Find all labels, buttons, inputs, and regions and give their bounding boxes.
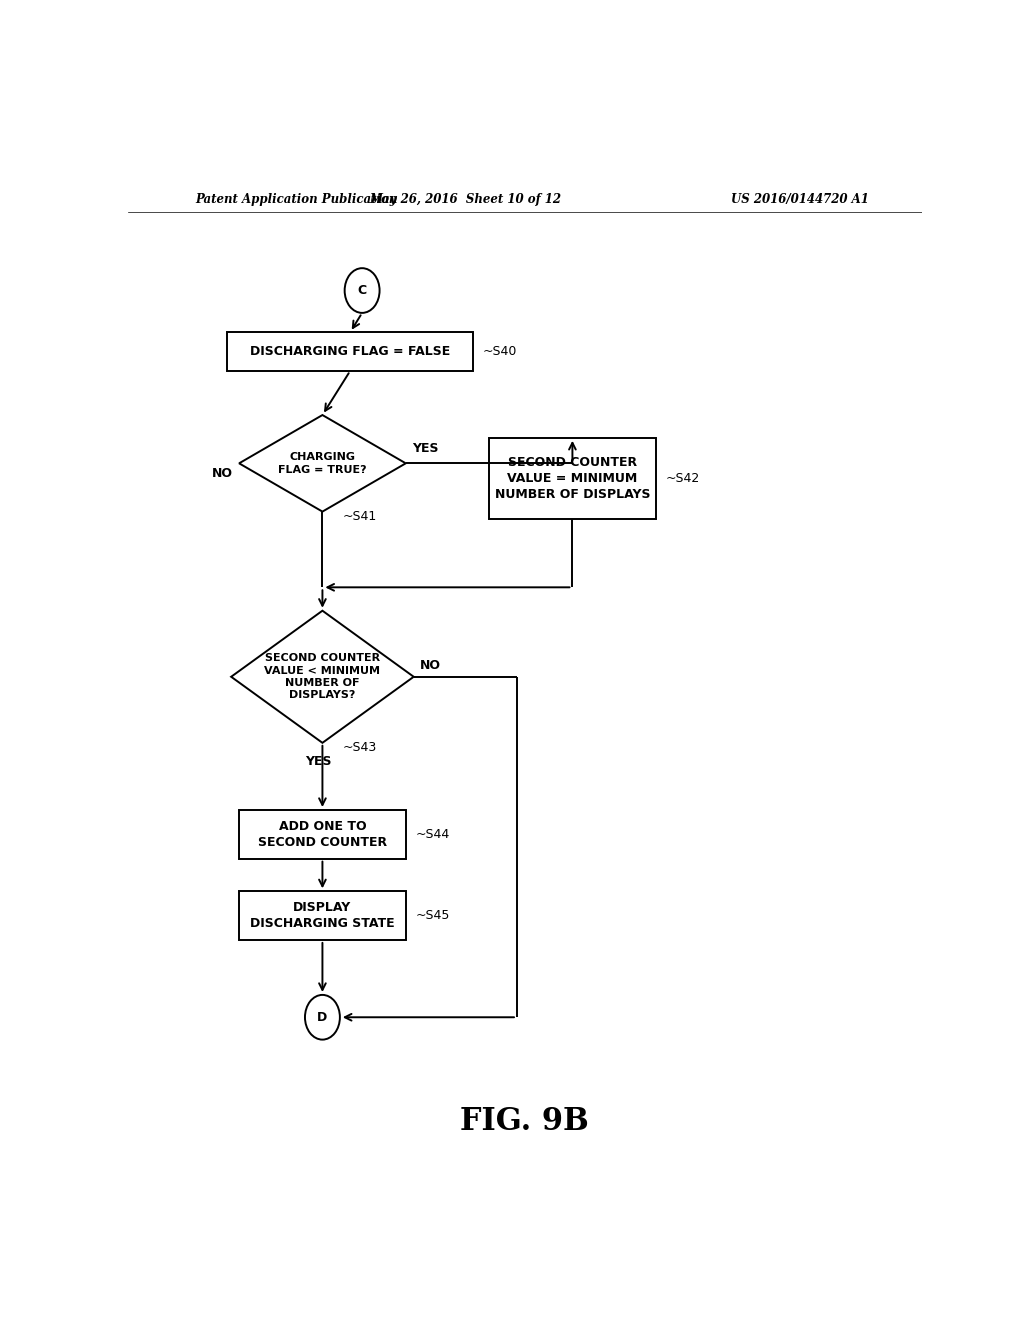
- Text: ~S42: ~S42: [666, 473, 699, 484]
- Text: DISCHARGING FLAG = FALSE: DISCHARGING FLAG = FALSE: [250, 345, 451, 358]
- Text: ~S41: ~S41: [342, 510, 377, 523]
- Bar: [240, 810, 406, 859]
- Text: SECOND COUNTER
VALUE = MINIMUM
NUMBER OF DISPLAYS: SECOND COUNTER VALUE = MINIMUM NUMBER OF…: [495, 457, 650, 502]
- Bar: [489, 438, 655, 519]
- Text: ~S40: ~S40: [482, 345, 517, 358]
- Bar: [240, 891, 406, 940]
- Text: C: C: [357, 284, 367, 297]
- Text: DISPLAY
DISCHARGING STATE: DISPLAY DISCHARGING STATE: [250, 902, 394, 931]
- Text: ADD ONE TO
SECOND COUNTER: ADD ONE TO SECOND COUNTER: [258, 820, 387, 849]
- Text: NO: NO: [212, 467, 232, 480]
- Text: YES: YES: [305, 755, 332, 768]
- Text: May 26, 2016  Sheet 10 of 12: May 26, 2016 Sheet 10 of 12: [370, 193, 561, 206]
- Text: Patent Application Publication: Patent Application Publication: [196, 193, 398, 206]
- Text: SECOND COUNTER
VALUE < MINIMUM
NUMBER OF
DISPLAYS?: SECOND COUNTER VALUE < MINIMUM NUMBER OF…: [264, 653, 381, 701]
- Text: NO: NO: [420, 659, 441, 672]
- Text: US 2016/0144720 A1: US 2016/0144720 A1: [731, 193, 869, 206]
- Bar: [227, 333, 473, 371]
- Text: ~S44: ~S44: [416, 828, 450, 841]
- Text: ~S45: ~S45: [416, 909, 450, 923]
- Text: ~S43: ~S43: [342, 741, 377, 754]
- Text: FIG. 9B: FIG. 9B: [461, 1106, 589, 1138]
- Text: D: D: [317, 1011, 328, 1024]
- Text: CHARGING
FLAG = TRUE?: CHARGING FLAG = TRUE?: [279, 453, 367, 474]
- Text: YES: YES: [412, 442, 438, 455]
